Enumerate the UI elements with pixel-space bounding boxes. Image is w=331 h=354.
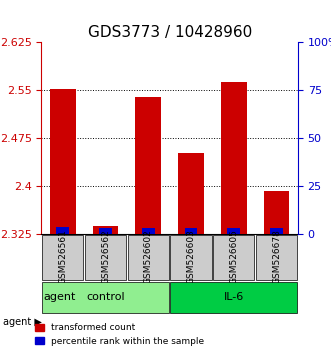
Text: GSM526678: GSM526678: [272, 229, 281, 284]
Bar: [178, 153, 204, 234]
Text: GSM526603: GSM526603: [186, 229, 196, 284]
FancyBboxPatch shape: [42, 235, 83, 280]
Bar: [56, 227, 69, 234]
Text: GSM526602: GSM526602: [144, 229, 153, 284]
FancyBboxPatch shape: [170, 282, 297, 313]
FancyBboxPatch shape: [170, 235, 212, 280]
Text: GSM526561: GSM526561: [58, 229, 67, 284]
Bar: [221, 82, 247, 234]
Text: control: control: [86, 292, 125, 302]
Bar: [93, 226, 118, 234]
Bar: [135, 97, 161, 234]
Bar: [142, 228, 155, 234]
Text: GSM526605: GSM526605: [229, 229, 238, 284]
Text: IL-6: IL-6: [224, 292, 244, 302]
FancyBboxPatch shape: [42, 282, 169, 313]
FancyBboxPatch shape: [85, 235, 126, 280]
Bar: [270, 228, 283, 234]
Text: agent: agent: [43, 292, 76, 302]
Text: agent ▶: agent ▶: [3, 317, 42, 327]
Bar: [50, 88, 75, 234]
Text: GSM526562: GSM526562: [101, 229, 110, 284]
FancyBboxPatch shape: [128, 235, 169, 280]
FancyBboxPatch shape: [213, 235, 254, 280]
Bar: [227, 228, 240, 234]
FancyBboxPatch shape: [256, 235, 297, 280]
Title: GDS3773 / 10428960: GDS3773 / 10428960: [87, 25, 252, 40]
Bar: [99, 228, 112, 234]
Bar: [264, 191, 289, 234]
Legend: transformed count, percentile rank within the sample: transformed count, percentile rank withi…: [31, 320, 208, 349]
Bar: [185, 228, 197, 234]
